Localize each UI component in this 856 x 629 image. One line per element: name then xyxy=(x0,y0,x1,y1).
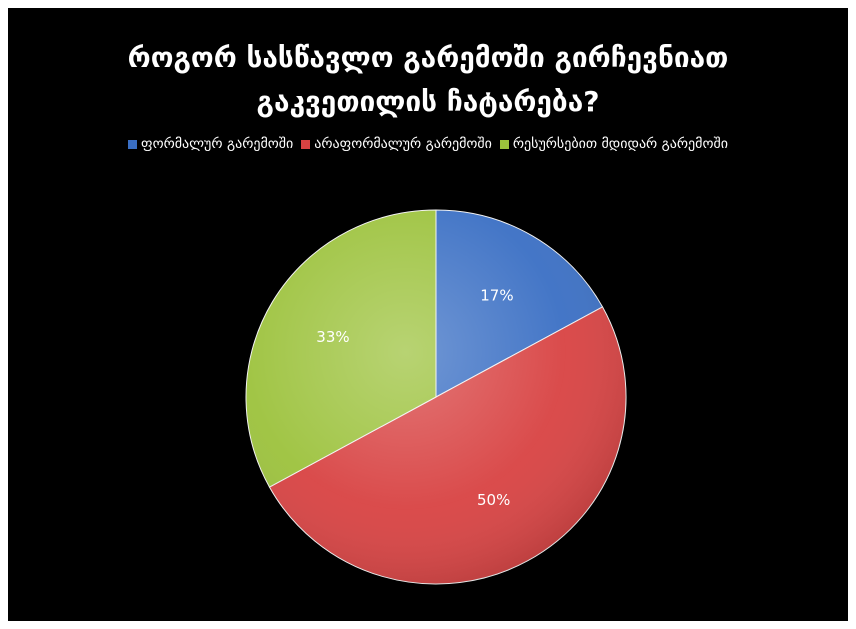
data-label-formal: 17% xyxy=(480,287,513,305)
legend-label-resource-rich: რესურსებით მდიდარ გარემოში xyxy=(512,136,728,152)
chart-slide: როგორ სასწავლო გარემოში გირჩევნიათ გაკვე… xyxy=(8,8,848,621)
chart-legend: ფორმალურ გარემოში არაფორმალურ გარემოში რ… xyxy=(8,136,848,152)
legend-swatch-formal xyxy=(128,139,138,149)
legend-item-formal: ფორმალურ გარემოში xyxy=(128,136,293,152)
legend-label-informal: არაფორმალურ გარემოში xyxy=(314,136,492,152)
data-label-informal: 50% xyxy=(477,491,510,509)
legend-item-resource-rich: რესურსებით მდიდარ გარემოში xyxy=(499,136,728,152)
legend-item-informal: არაფორმალურ გარემოში xyxy=(301,136,492,152)
chart-title-line-2: გაკვეთილის ჩატარება? xyxy=(256,85,600,118)
chart-title-line-1: როგორ სასწავლო გარემოში გირჩევნიათ xyxy=(127,41,729,74)
legend-swatch-informal xyxy=(301,139,311,149)
data-label-resource-rich: 33% xyxy=(316,328,349,346)
legend-label-formal: ფორმალურ გარემოში xyxy=(141,136,294,152)
pie-chart: 17% 50% 33% xyxy=(245,209,627,585)
chart-title: როგორ სასწავლო გარემოში გირჩევნიათ გაკვე… xyxy=(8,36,848,124)
legend-swatch-resource-rich xyxy=(499,139,509,149)
